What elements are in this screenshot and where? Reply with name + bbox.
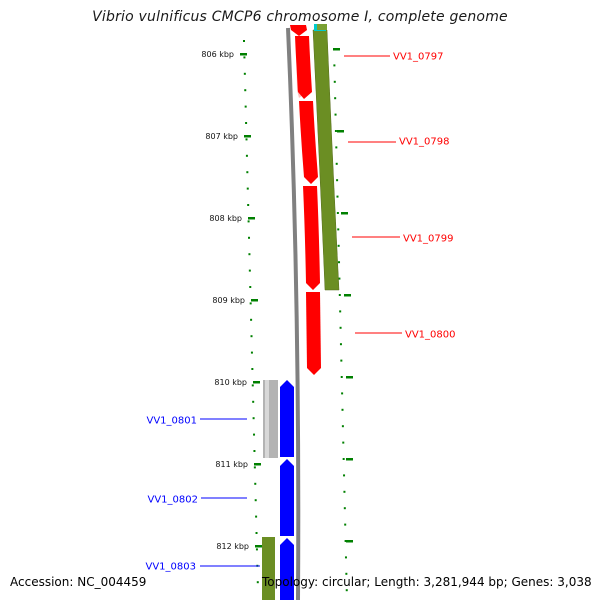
tick-label-812: 812 kbp (216, 542, 249, 551)
tick-label-808: 808 kbp (209, 214, 242, 223)
gene-label-VV1_0798[interactable]: VV1_0798 (399, 137, 450, 148)
tick-label-811: 811 kbp (215, 460, 248, 469)
grey-feature-shade (265, 380, 269, 458)
accession-label: Accession: NC_004459 (10, 575, 147, 589)
forward-feature-top[interactable] (290, 25, 307, 36)
gene-VV1_0800[interactable] (306, 292, 321, 375)
gene-labels: VV1_0797 VV1_0798 VV1_0799 VV1_0800 VV1_0801… (146, 52, 456, 573)
tick-mark-right-806 (333, 48, 340, 51)
chromosome-backbone (286, 27, 301, 600)
gene-VV1_0803[interactable] (280, 538, 294, 600)
gene-VV1_0799[interactable] (303, 186, 320, 290)
tick-mark-812 (255, 545, 262, 548)
gene-label-VV1_0801[interactable]: VV1_0801 (147, 416, 198, 427)
gene-label-VV1_0802[interactable]: VV1_0802 (148, 495, 199, 506)
gene-VV1_0801[interactable] (280, 380, 294, 457)
tick-label-807: 807 kbp (205, 132, 238, 141)
gene-label-VV1_0800[interactable]: VV1_0800 (405, 330, 456, 341)
tick-label-810: 810 kbp (214, 378, 247, 387)
tick-mark-811 (254, 463, 261, 466)
olive-feature-band[interactable] (312, 29, 340, 291)
tick-mark-right-810 (346, 376, 353, 379)
tick-label-809: 809 kbp (212, 296, 245, 305)
gene-label-VV1_0803[interactable]: VV1_0803 (146, 562, 197, 573)
tick-mark-right-812 (346, 540, 353, 543)
gene-VV1_0797[interactable] (295, 36, 312, 99)
olive-feature-top[interactable] (317, 24, 327, 30)
map-title: Vibrio vulnificus CMCP6 chromosome I, co… (92, 9, 508, 25)
genome-summary: Topology: circular; Length: 3,281,944 bp… (262, 575, 592, 589)
gene-VV1_0798[interactable] (299, 101, 318, 184)
tick-mark-right-808 (341, 212, 348, 215)
olive-feature-lower[interactable] (262, 537, 275, 600)
tick-mark-810 (253, 381, 260, 384)
gene-VV1_0802[interactable] (280, 459, 294, 536)
gene-label-VV1_0797[interactable]: VV1_0797 (393, 52, 444, 63)
tick-mark-807 (244, 135, 251, 138)
tick-mark-809 (251, 299, 258, 302)
tick-mark-right-811 (346, 458, 353, 461)
gene-label-VV1_0799[interactable]: VV1_0799 (403, 234, 454, 245)
tick-mark-right-809 (344, 294, 351, 297)
tick-mark-right-807 (337, 130, 344, 133)
tick-mark-808 (248, 217, 255, 220)
tick-mark-806 (240, 53, 247, 56)
tick-label-806: 806 kbp (201, 50, 234, 59)
scale-ticks: 806 kbp 807 kbp 808 kbp 809 kbp 810 kbp 811 k… (201, 48, 353, 551)
